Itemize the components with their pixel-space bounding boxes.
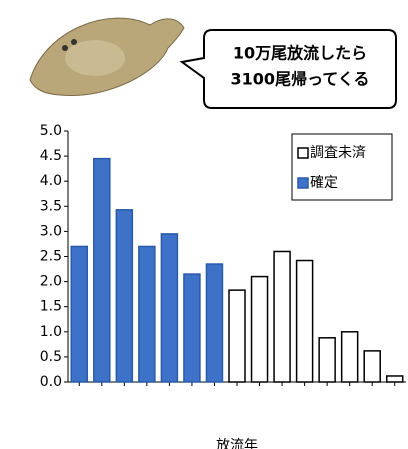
- callout-line: 10万尾放流したら: [233, 44, 367, 63]
- callout-line: 3100尾帰ってくる: [231, 70, 370, 89]
- y-tick-label: 1.5: [40, 299, 62, 315]
- bar: [295, 259, 314, 383]
- chart: 0.0 0.5 1.0 1.5 2.0 2.5 3.0 3.5 4.0 4.5 5.0 放流年 調査未済…: [40, 123, 406, 449]
- fish-illustration: [29, 17, 185, 97]
- bar: [340, 331, 359, 383]
- y-tick-label: 0.5: [40, 349, 62, 365]
- y-tick-label: 1.0: [40, 324, 62, 340]
- x-axis-label: 放流年: [216, 438, 258, 449]
- bar: [93, 157, 111, 383]
- y-tick-label: 3.0: [40, 223, 62, 239]
- legend-label: 調査未済: [310, 145, 366, 161]
- bar: [160, 233, 179, 383]
- legend-swatch: [297, 177, 309, 189]
- bar: [363, 350, 381, 383]
- bar: [115, 209, 134, 383]
- y-tick-label: 4.0: [40, 173, 62, 189]
- y-tick-label: 2.5: [40, 249, 62, 265]
- bar: [385, 375, 404, 383]
- y-tick-label: 0.0: [40, 374, 62, 390]
- bar: [228, 289, 246, 383]
- bar: [70, 245, 89, 383]
- legend-swatch: [297, 147, 309, 159]
- bar: [138, 245, 156, 383]
- speech-bubble: 10万尾放流したら 3100尾帰ってくる: [179, 29, 397, 109]
- bar: [273, 250, 291, 383]
- bar: [318, 337, 336, 383]
- y-tick-label: 3.5: [40, 198, 62, 214]
- y-tick-label: 4.5: [40, 148, 62, 164]
- bar: [183, 273, 201, 383]
- legend-box: [291, 133, 393, 201]
- bar: [250, 275, 269, 383]
- y-tick-label: 2.0: [40, 274, 62, 290]
- legend-label: 確定: [310, 175, 338, 191]
- bar: [205, 263, 224, 383]
- y-tick-label: 5.0: [40, 123, 62, 139]
